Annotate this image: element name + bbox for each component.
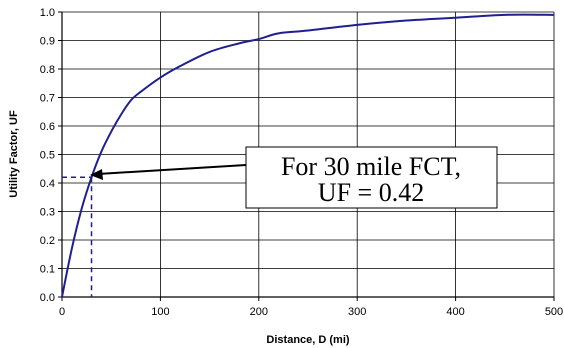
tick-labels: 0.0 0.1 0.2 0.3 0.4 0.5 0.6 0.7 0.8 0.9 1.0 0 100 200… (40, 7, 563, 318)
marker-lines (62, 176, 93, 297)
x-tick-label: 400 (446, 306, 464, 318)
y-tick-label: 0.7 (40, 93, 55, 105)
x-tick-label: 0 (59, 306, 65, 318)
x-tick-label: 100 (151, 306, 169, 318)
x-tick-label: 200 (250, 306, 268, 318)
y-axis-title: Utility Factor, UF (8, 110, 20, 198)
annotation-line-2: UF = 0.42 (318, 178, 424, 207)
y-tick-label: 0.1 (40, 264, 55, 276)
y-tick-label: 0.5 (40, 150, 55, 162)
annotation-arrow (97, 164, 247, 175)
y-tick-label: 0.0 (40, 292, 55, 304)
annotation-arrowhead (90, 169, 103, 180)
utility-factor-curve (61, 13, 555, 298)
y-tick-label: 0.8 (40, 64, 55, 76)
axes (58, 11, 555, 301)
annotation-box (245, 146, 498, 209)
x-axis-title: Distance, D (mi) (266, 334, 349, 346)
x-tick-label: 500 (545, 306, 563, 318)
annotation-line-1: For 30 mile FCT, (281, 152, 461, 181)
y-tick-label: 0.4 (40, 178, 55, 190)
grid (62, 11, 555, 297)
series-layer (61, 13, 555, 298)
x-tick-label: 300 (348, 306, 366, 318)
y-tick-label: 0.3 (40, 207, 55, 219)
y-tick-label: 0.2 (40, 235, 55, 247)
y-tick-label: 0.9 (40, 36, 55, 48)
y-tick-label: 0.6 (40, 121, 55, 133)
y-tick-label: 1.0 (40, 7, 55, 19)
